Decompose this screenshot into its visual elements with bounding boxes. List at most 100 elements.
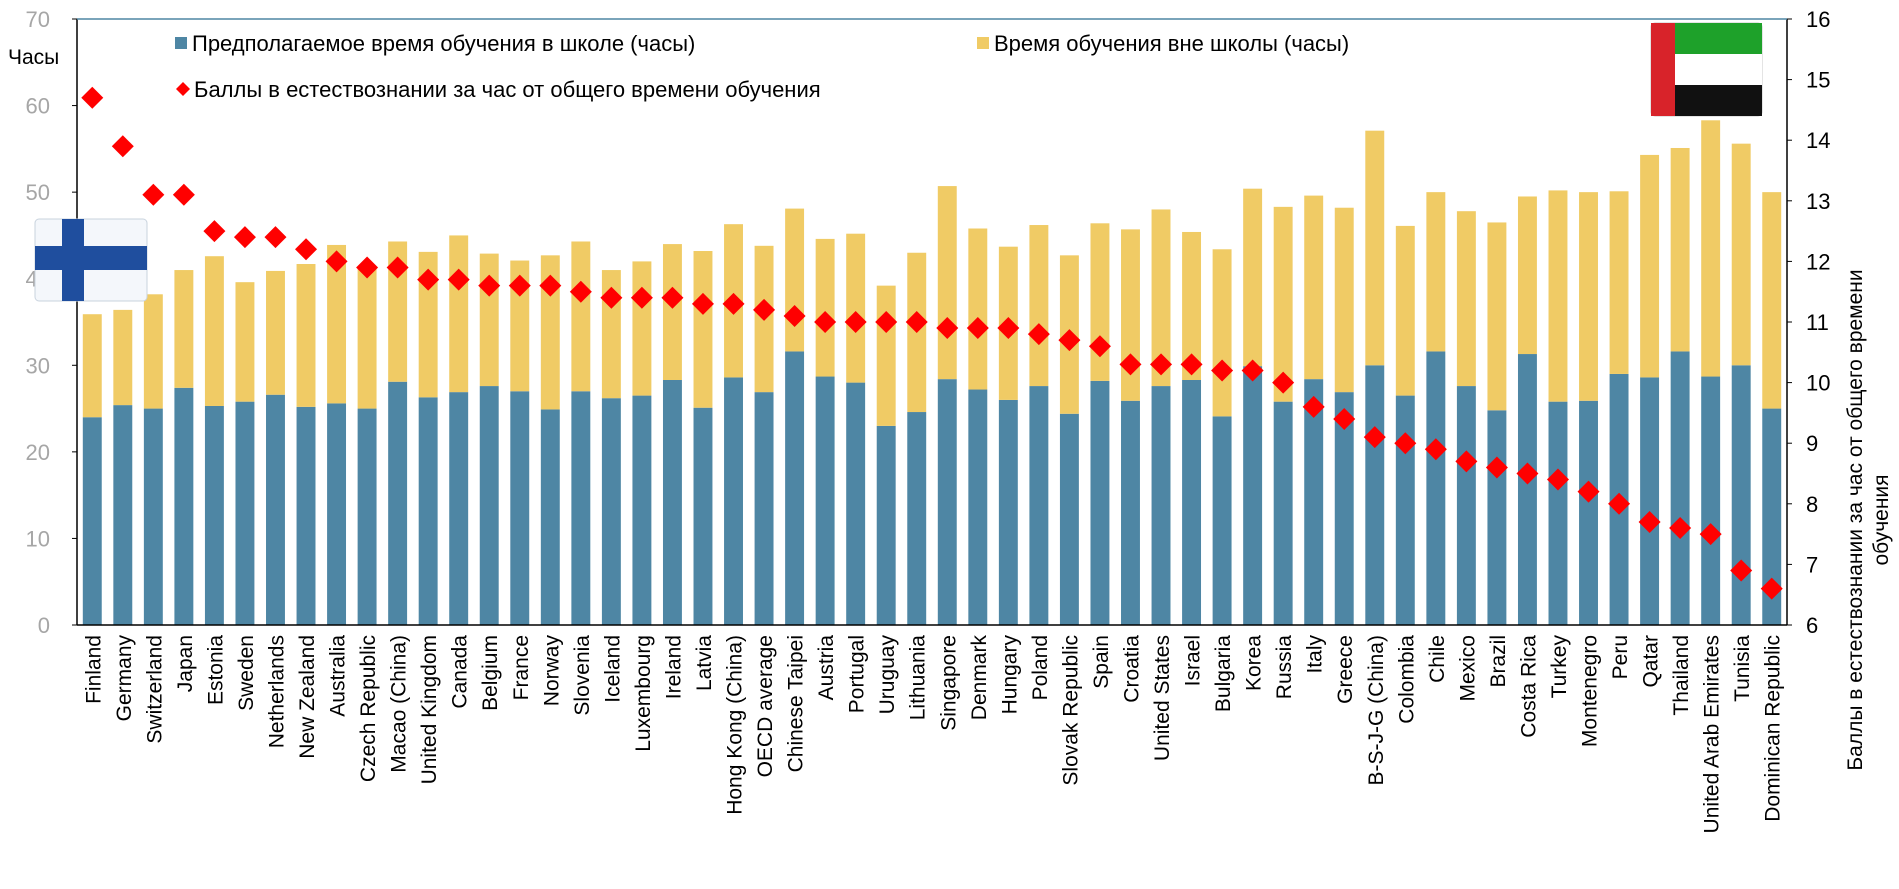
category-label: Turkey bbox=[1548, 635, 1571, 699]
bar-outside bbox=[1273, 206, 1293, 402]
bar-school bbox=[1548, 401, 1568, 625]
score-marker bbox=[81, 86, 104, 109]
bar-outside bbox=[1121, 229, 1140, 401]
category-label: Australia bbox=[327, 635, 350, 717]
bar-school bbox=[1334, 392, 1354, 625]
uae-flag-black-stripe bbox=[1675, 85, 1762, 116]
score-marker bbox=[325, 250, 348, 273]
bar-school bbox=[876, 425, 896, 625]
bar-outside bbox=[479, 253, 499, 387]
y2-axis-title: Баллы в естествознании за час от общего … bbox=[1844, 269, 1893, 770]
y-tick-label: 0 bbox=[38, 613, 50, 638]
bar-school bbox=[510, 391, 530, 625]
score-marker bbox=[814, 311, 837, 333]
category-label: Austria bbox=[815, 635, 838, 701]
bar-outside bbox=[1243, 188, 1263, 367]
category-label: Montenegro bbox=[1579, 635, 1602, 747]
category-label: Brazil bbox=[1487, 635, 1510, 688]
category-label: Chinese Taipei bbox=[785, 635, 808, 772]
category-label: Belgium bbox=[479, 635, 502, 711]
category-label: Dominican Republic bbox=[1762, 635, 1785, 822]
y2-axis-title-line1: Баллы в естествознании за час от общего … bbox=[1844, 269, 1867, 770]
bar-outside bbox=[449, 235, 469, 393]
score-marker bbox=[1119, 353, 1142, 376]
bar-outside bbox=[1212, 249, 1232, 417]
uae-flag bbox=[1650, 22, 1763, 117]
y2-tick-label: 10 bbox=[1806, 371, 1830, 396]
score-marker bbox=[508, 274, 531, 297]
score-marker bbox=[233, 226, 256, 249]
bar-outside bbox=[357, 268, 377, 409]
bar-school bbox=[357, 408, 377, 625]
score-marker bbox=[1241, 359, 1264, 382]
y-tick-label: 10 bbox=[26, 526, 50, 551]
y-tick-label: 70 bbox=[26, 7, 50, 32]
bar-outside bbox=[1670, 147, 1690, 352]
bar-school bbox=[113, 405, 133, 625]
category-label: Costa Rica bbox=[1517, 635, 1540, 738]
y-tick-label: 60 bbox=[26, 94, 50, 119]
bar-outside bbox=[1762, 192, 1782, 409]
bar-outside bbox=[876, 285, 896, 426]
score-marker bbox=[905, 311, 928, 333]
bar-outside bbox=[1334, 207, 1354, 393]
category-label: Finland bbox=[82, 635, 105, 704]
category-label: Korea bbox=[1243, 635, 1266, 691]
legend: Предполагаемое время обучения в школе (ч… bbox=[175, 31, 1349, 102]
bar-school bbox=[724, 377, 743, 625]
y2-tick-label: 11 bbox=[1806, 310, 1829, 335]
category-label: Bulgaria bbox=[1212, 635, 1235, 712]
score-marker bbox=[936, 317, 959, 340]
category-label: Israel bbox=[1182, 635, 1205, 686]
bar-school bbox=[1182, 380, 1202, 625]
category-label: Netherlands bbox=[265, 635, 288, 748]
bar-school bbox=[1090, 380, 1110, 625]
bar-outside bbox=[113, 309, 133, 406]
y-axis-title: Часы bbox=[8, 46, 59, 69]
bar-outside bbox=[968, 228, 988, 390]
score-marker bbox=[722, 292, 745, 315]
category-label: Sweden bbox=[235, 635, 258, 711]
bar-school bbox=[1395, 395, 1415, 625]
score-marker bbox=[447, 268, 470, 291]
bar-school bbox=[1212, 416, 1232, 625]
uae-flag-white-stripe bbox=[1675, 54, 1762, 85]
bar-school bbox=[632, 395, 652, 625]
bar-school bbox=[1701, 376, 1721, 625]
y2-tick-label: 16 bbox=[1806, 7, 1830, 32]
bar-outside bbox=[662, 244, 682, 381]
category-label: Croatia bbox=[1120, 635, 1143, 703]
bar-school bbox=[540, 409, 560, 625]
bar-outside bbox=[540, 255, 560, 410]
category-label: Peru bbox=[1609, 635, 1632, 679]
category-label: New Zealand bbox=[296, 635, 319, 759]
score-marker bbox=[1058, 329, 1081, 352]
score-marker bbox=[1211, 359, 1234, 382]
bar-outside bbox=[1487, 222, 1507, 411]
bar-school bbox=[1670, 351, 1690, 625]
score-marker bbox=[1577, 480, 1600, 503]
score-marker bbox=[997, 317, 1020, 340]
score-marker bbox=[1638, 510, 1661, 533]
bar-outside bbox=[815, 238, 835, 377]
score-marker bbox=[630, 286, 653, 309]
bar-outside bbox=[1456, 211, 1476, 387]
bar-outside bbox=[266, 270, 285, 395]
finland-flag bbox=[34, 218, 148, 302]
y-tick-label: 20 bbox=[26, 440, 50, 465]
bar-outside bbox=[1609, 191, 1629, 374]
category-label: Czech Republic bbox=[357, 635, 380, 782]
category-label: Germany bbox=[113, 635, 136, 722]
category-label: Macao (China) bbox=[388, 635, 411, 773]
category-label: Hungary bbox=[998, 635, 1021, 715]
bar-school bbox=[662, 380, 682, 625]
bar-outside bbox=[235, 282, 255, 402]
category-label: Greece bbox=[1334, 635, 1357, 704]
bar-school bbox=[1365, 365, 1385, 625]
bar-school bbox=[1731, 365, 1751, 625]
y2-tick-label: 13 bbox=[1806, 189, 1830, 214]
bar-outside bbox=[846, 233, 866, 383]
bars-layer bbox=[82, 120, 1782, 625]
bar-school bbox=[907, 412, 927, 625]
